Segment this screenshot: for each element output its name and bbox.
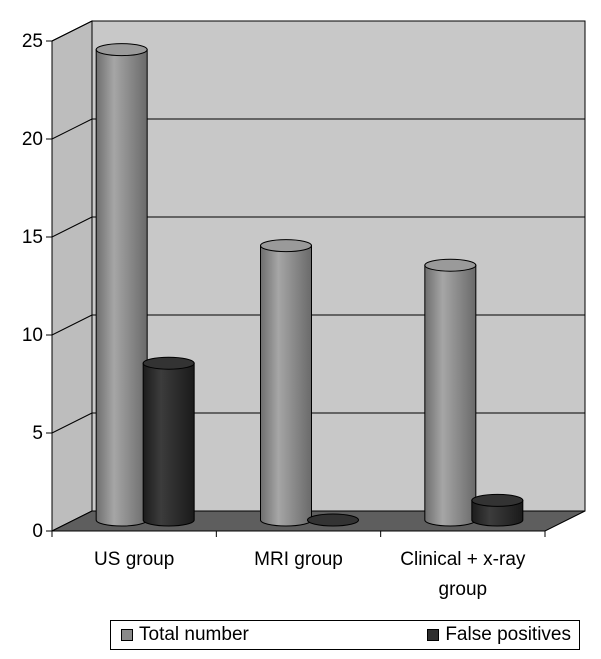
y-tick-label: 15 [22, 227, 43, 248]
x-category-label: MRI group [254, 549, 343, 570]
bar-total-number [260, 239, 312, 527]
legend-swatch-false-positives [427, 629, 440, 641]
bar-false-positives-body [142, 362, 195, 527]
y-tick-label: 25 [22, 31, 43, 52]
bar-total-number-top [424, 258, 477, 272]
bar-false-positives [142, 356, 195, 527]
x-category-label: group [439, 579, 488, 600]
bar-total-number-body [95, 49, 148, 527]
legend: Total number False positives [110, 620, 580, 650]
x-category-label: Clinical + x-ray [400, 549, 526, 570]
bar-total-number-body [260, 245, 312, 527]
bar-false-positives-body [471, 499, 524, 527]
legend-entry-total: Total number [121, 624, 249, 646]
side-wall [51, 20, 93, 532]
x-category-label: US group [94, 549, 174, 570]
bar-false-positives-top [307, 513, 359, 527]
gridline-side [51, 412, 93, 434]
bar-total-number-top [260, 239, 312, 253]
legend-label-false-positives: False positives [445, 624, 571, 645]
y-tick-label: 0 [32, 521, 43, 542]
y-tick-label: 5 [32, 423, 43, 444]
gridline-side [51, 118, 93, 140]
bar-false-positives [307, 513, 359, 527]
gridline-side [51, 314, 93, 336]
bar-total-number [95, 43, 148, 527]
bar-false-positives [471, 493, 524, 527]
bar-total-number-body [424, 264, 477, 527]
gridline-side [51, 20, 93, 42]
bar-total-number [424, 258, 477, 527]
legend-entry-false-positives: False positives [427, 624, 571, 646]
bar-false-positives-top [142, 356, 195, 370]
y-tick-label: 10 [22, 325, 43, 346]
gridline-side [51, 216, 93, 238]
legend-swatch-total [121, 629, 133, 641]
bar-false-positives-top [471, 493, 524, 507]
legend-label-total: Total number [139, 624, 249, 645]
bar-total-number-top [95, 43, 148, 57]
y-tick-label: 20 [22, 129, 43, 150]
